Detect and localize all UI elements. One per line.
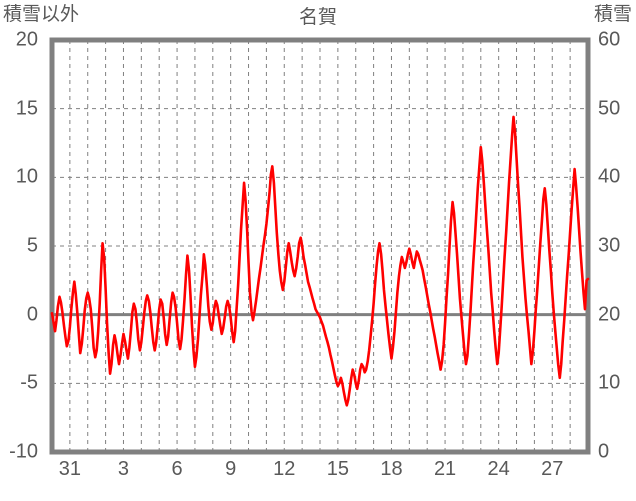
y-axis-left-tick-label: 0	[26, 303, 38, 326]
x-axis-tick-label: 12	[273, 458, 296, 480]
y-axis-right-tick-label: 30	[598, 234, 621, 257]
y-axis-right-tick-label: 40	[598, 165, 621, 188]
plot-frame	[49, 37, 591, 455]
x-axis-tick-label: 21	[433, 458, 457, 480]
y-axis-right-tick-label: 50	[598, 97, 621, 120]
x-axis-tick-label: 6	[171, 458, 183, 480]
x-axis-tick-label: 31	[58, 458, 81, 480]
y-axis-left-tick-label: -5	[20, 371, 38, 394]
y-axis-left-tick-label: 10	[15, 165, 38, 188]
x-axis-tick-label: 24	[487, 458, 510, 480]
y-axis-left-tick-label: 5	[26, 234, 38, 257]
chart-title: 名賀	[298, 7, 337, 28]
data-series-line	[50, 115, 590, 407]
y-axis-left-tick-label: 20	[15, 28, 38, 51]
y-axis-left-tick-label: -10	[9, 440, 38, 463]
right-axis-unit-label: 積雪	[593, 4, 632, 25]
y-axis-right-tick-label: 20	[598, 303, 621, 326]
y-axis-right-tick-label: 60	[598, 28, 621, 51]
x-axis-tick-label: 18	[380, 458, 403, 480]
x-axis-tick-label: 9	[225, 458, 237, 480]
gridlines	[52, 40, 588, 452]
y-axis-left-tick-label: 15	[15, 97, 38, 120]
y-axis-right-tick-label: 0	[598, 440, 610, 463]
left-axis-unit-label: 積雪以外	[3, 4, 80, 25]
x-axis-tick-label: 15	[326, 458, 349, 480]
x-axis-tick-label: 27	[541, 458, 564, 480]
y-axis-right-tick-label: 10	[598, 371, 621, 394]
x-axis-tick-label: 3	[117, 458, 130, 480]
